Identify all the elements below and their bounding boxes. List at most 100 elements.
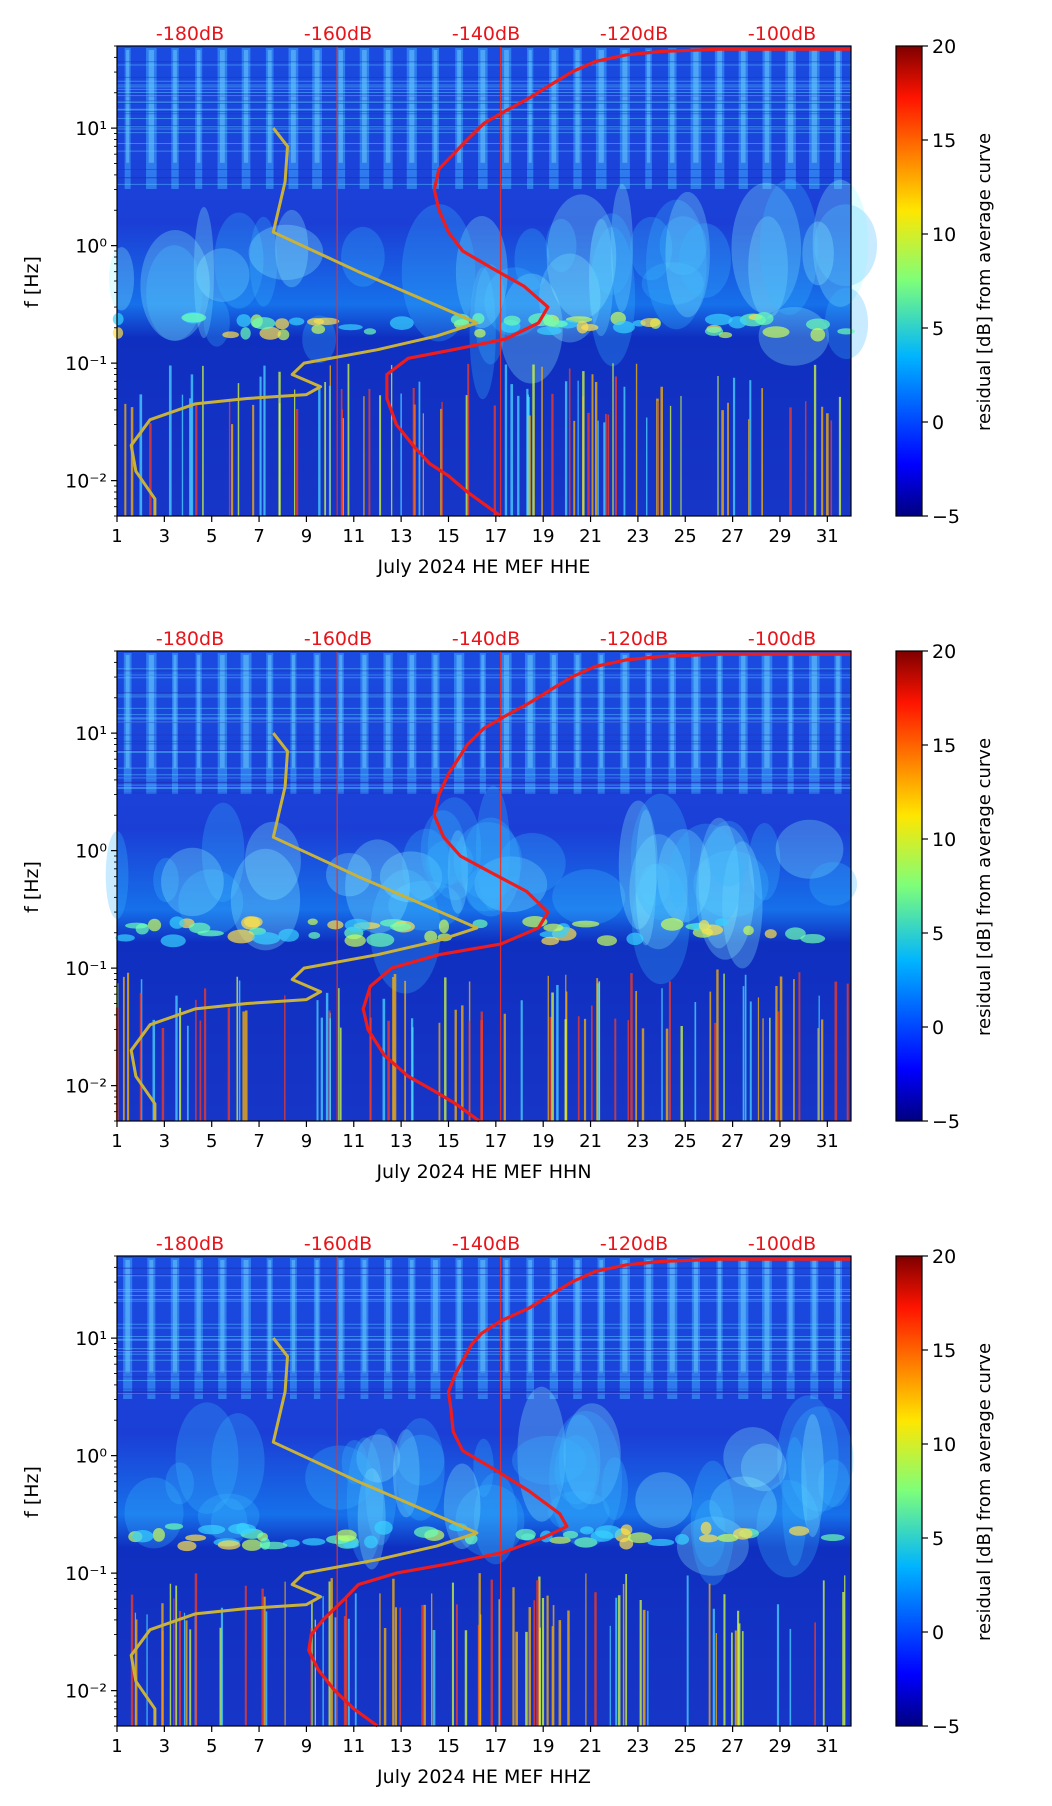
colorbar-gradient xyxy=(895,45,923,517)
x-tick-label: 7 xyxy=(253,1736,264,1757)
colorbar-tick-label: 0 xyxy=(932,412,944,434)
y-axis-label-hhe: f [Hz] xyxy=(21,256,43,308)
y-tick-label: 10⁰ xyxy=(75,236,107,258)
colorbar-tick-label: 15 xyxy=(932,130,956,152)
x-tick-label: 1 xyxy=(111,526,122,547)
x-tick-label: 3 xyxy=(159,526,170,547)
y-tick-label: 10⁻¹ xyxy=(65,958,107,980)
x-tick-label: 15 xyxy=(437,526,460,547)
db-scale-label: -180dB xyxy=(156,23,224,45)
x-tick-label: 19 xyxy=(532,526,555,547)
panel-hhn: 1 3 5 7 9 11 13 15 17 19 21 23 25 27 29 3110⁻²10⁻¹10⁰10… xyxy=(21,628,995,1183)
colorbar-tick-label: 10 xyxy=(932,224,956,246)
colorbar-gradient xyxy=(895,650,923,1122)
mean-curve-hhe xyxy=(385,47,851,518)
x-tick-label: 19 xyxy=(532,1736,555,1757)
axes-hhz: 1 3 5 7 9 11 13 15 17 19 21 23 25 27 29 3110⁻²10⁻¹10⁰10… xyxy=(65,1233,852,1757)
y-tick-label: 10⁻² xyxy=(65,1076,107,1098)
noise-model-curve xyxy=(129,732,479,1121)
y-tick-label: 10⁰ xyxy=(75,1446,107,1468)
db-scale-label: -120dB xyxy=(600,628,668,650)
colorbar-tick-label: 20 xyxy=(932,641,956,663)
colorbar-hhe: −5 0 5 10 15 20 xyxy=(895,36,960,528)
colorbar-tick-label: 10 xyxy=(932,1434,956,1456)
y-tick-label: 10¹ xyxy=(75,723,107,745)
mean-curve-hhn xyxy=(361,652,851,1123)
db-scale-label: -160dB xyxy=(304,1233,372,1255)
mean-curve-hhz xyxy=(307,1257,851,1728)
x-tick-label: 27 xyxy=(721,1131,744,1152)
axes-hhe: 1 3 5 7 9 11 13 15 17 19 21 23 25 27 29 3110⁻²10⁻¹10⁰10… xyxy=(65,23,852,547)
x-tick-label: 31 xyxy=(816,526,839,547)
x-tick-label: 5 xyxy=(206,526,217,547)
x-tick-label: 1 xyxy=(111,1736,122,1757)
colorbar-tick-label: −5 xyxy=(932,506,960,528)
spectrogram-hhz xyxy=(117,1256,854,1726)
x-axis-label-hhz: July 2024 HE MEF HHZ xyxy=(376,1766,591,1788)
x-tick-label: 25 xyxy=(674,1131,697,1152)
mean-noise-curve xyxy=(385,47,851,518)
x-tick-label: 13 xyxy=(390,1131,413,1152)
mean-noise-curve xyxy=(361,652,851,1123)
x-tick-label: 31 xyxy=(816,1736,839,1757)
x-tick-label: 17 xyxy=(484,1736,507,1757)
x-tick-label: 29 xyxy=(769,1736,792,1757)
colorbar-tick-label: 5 xyxy=(932,318,944,340)
x-tick-label: 17 xyxy=(484,1131,507,1152)
x-tick-label: 11 xyxy=(342,526,365,547)
x-tick-label: 23 xyxy=(626,1131,649,1152)
mean-noise-curve xyxy=(307,1257,851,1728)
db-scale-label: -100dB xyxy=(748,628,816,650)
y-tick-label: 10⁻¹ xyxy=(65,353,107,375)
model-curve-hhn xyxy=(129,732,479,1121)
x-tick-label: 21 xyxy=(579,1736,602,1757)
x-tick-label: 5 xyxy=(206,1736,217,1757)
x-tick-label: 31 xyxy=(816,1131,839,1152)
x-tick-label: 29 xyxy=(769,1131,792,1152)
db-scale-label: -140dB xyxy=(452,23,520,45)
colorbar-tick-label: −5 xyxy=(932,1111,960,1133)
x-tick-label: 29 xyxy=(769,526,792,547)
x-tick-label: 9 xyxy=(301,1736,312,1757)
x-tick-label: 25 xyxy=(674,526,697,547)
colorbar-tick-label: 0 xyxy=(932,1017,944,1039)
y-tick-label: 10⁻² xyxy=(65,1681,107,1703)
model-curve-hhz xyxy=(129,1337,479,1726)
y-tick-label: 10⁻² xyxy=(65,471,107,493)
colorbar-tick-label: 15 xyxy=(932,735,956,757)
db-scale-label: -160dB xyxy=(304,628,372,650)
x-tick-label: 27 xyxy=(721,526,744,547)
x-tick-label: 23 xyxy=(626,526,649,547)
x-tick-label: 5 xyxy=(206,1131,217,1152)
db-scale-label: -140dB xyxy=(452,1233,520,1255)
colorbar-gradient xyxy=(895,1255,923,1727)
x-axis-label-hhe: July 2024 HE MEF HHE xyxy=(377,556,591,578)
x-tick-label: 15 xyxy=(437,1131,460,1152)
colorbar-tick-label: 15 xyxy=(932,1340,956,1362)
colorbar-tick-label: 20 xyxy=(932,1246,956,1268)
x-tick-label: 21 xyxy=(579,526,602,547)
noise-model-curve xyxy=(129,1337,479,1726)
colorbar-tick-label: 10 xyxy=(932,829,956,851)
x-tick-label: 11 xyxy=(342,1131,365,1152)
x-tick-label: 9 xyxy=(301,1131,312,1152)
y-tick-label: 10⁰ xyxy=(75,841,107,863)
colorbar-tick-label: −5 xyxy=(932,1716,960,1738)
y-tick-label: 10¹ xyxy=(75,1328,107,1350)
x-tick-label: 3 xyxy=(159,1131,170,1152)
colorbar-tick-label: 0 xyxy=(932,1622,944,1644)
colorbar-tick-label: 5 xyxy=(932,1528,944,1550)
db-scale-label: -140dB xyxy=(452,628,520,650)
x-tick-label: 13 xyxy=(390,526,413,547)
colorbar-label-hhe: residual [dB] from average curve xyxy=(974,133,995,431)
x-tick-label: 27 xyxy=(721,1736,744,1757)
x-tick-label: 25 xyxy=(674,1736,697,1757)
x-tick-label: 9 xyxy=(301,526,312,547)
db-scale-label: -100dB xyxy=(748,1233,816,1255)
x-tick-label: 21 xyxy=(579,1131,602,1152)
colorbar-hhn: −5 0 5 10 15 20 xyxy=(895,641,960,1133)
colorbar-hhz: −5 0 5 10 15 20 xyxy=(895,1246,960,1738)
panel-hhe: 1 3 5 7 9 11 13 15 17 19 21 23 25 27 29 3110⁻²10⁻¹10⁰10… xyxy=(21,23,995,578)
db-scale-label: -120dB xyxy=(600,1233,668,1255)
